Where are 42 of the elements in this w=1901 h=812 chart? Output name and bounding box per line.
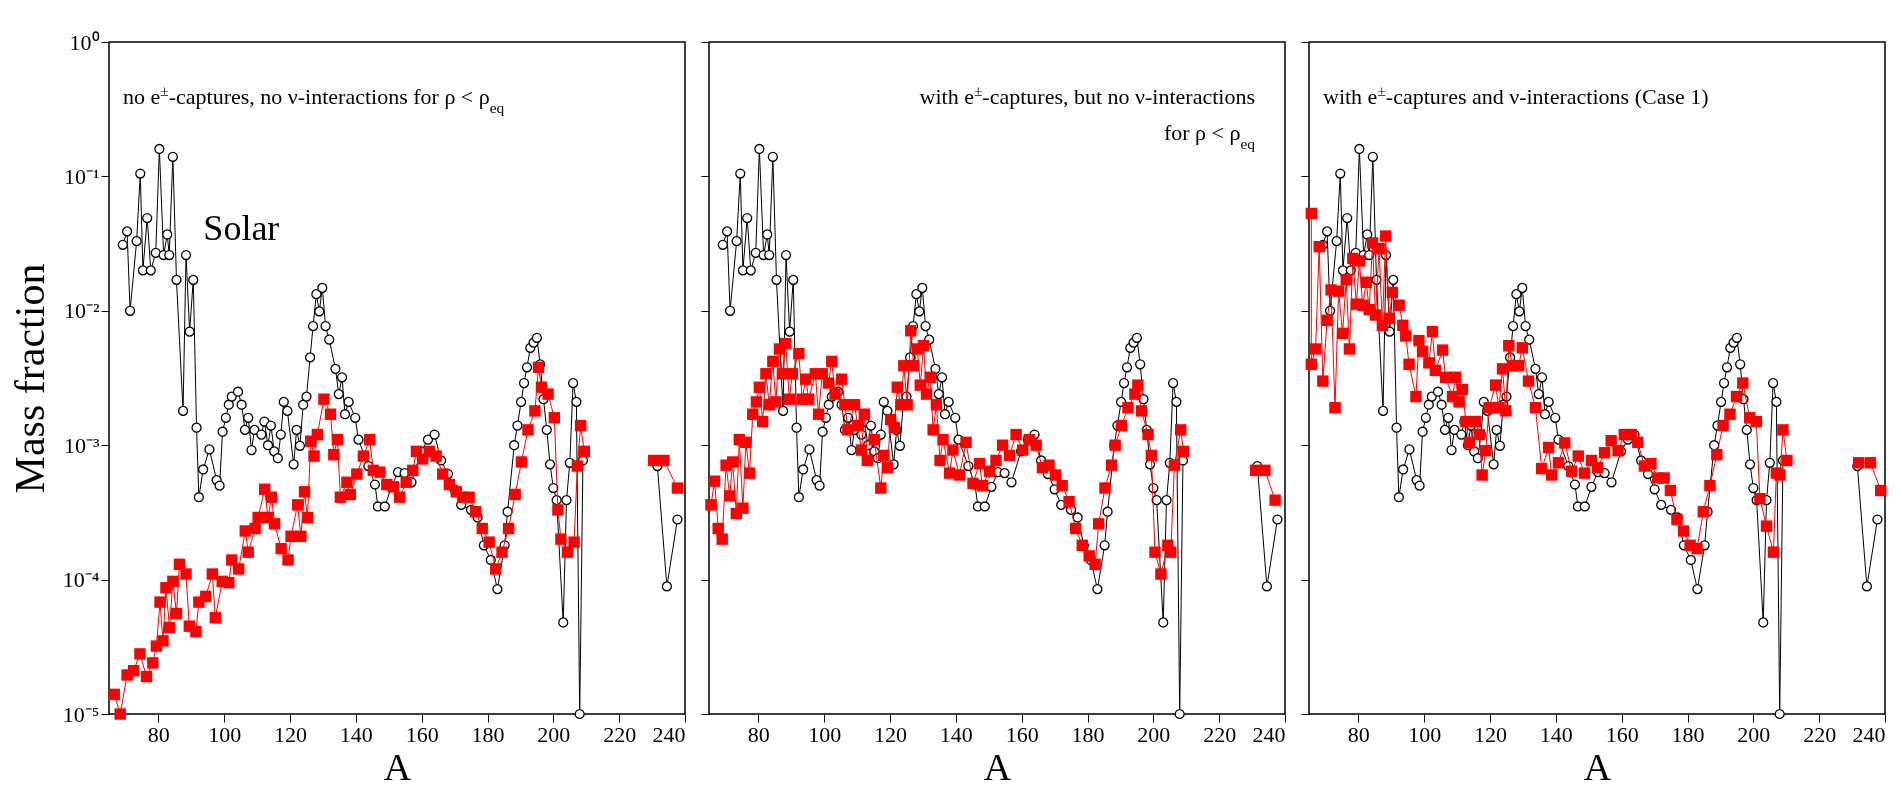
annotation: no e$^{±}$-captures, no ν-interactions for ρ < ρ$_{eq}$ xyxy=(123,81,505,116)
x-tick-label: 200 xyxy=(1737,721,1771,747)
y-tick-label: 10⁻³ xyxy=(63,432,100,458)
x-tick-label: 240 xyxy=(1852,721,1886,747)
x-tick-label: 80 xyxy=(747,721,770,747)
x-tick-label: 100 xyxy=(208,721,242,747)
x-tick-label: 120 xyxy=(874,721,908,747)
x-tick-label: 100 xyxy=(808,721,842,747)
x-tick-label: 140 xyxy=(339,721,373,747)
x-tick-label: 180 xyxy=(471,721,505,747)
y-tick-label: 10⁻² xyxy=(63,298,100,324)
x-tick-label: 220 xyxy=(603,721,637,747)
annotation: with e$^{±}$-captures and ν-interactions (Case 1) xyxy=(1323,81,1709,109)
x-tick-label: 160 xyxy=(1005,721,1039,747)
x-tick-label: 140 xyxy=(939,721,973,747)
x-tick-label: 80 xyxy=(147,721,170,747)
y-tick-label: 10⁰ xyxy=(69,29,100,55)
x-tick-label: 200 xyxy=(1137,721,1171,747)
x-tick-label: 120 xyxy=(1474,721,1508,747)
x-axis-title: A xyxy=(1583,745,1612,788)
x-tick-label: 240 xyxy=(652,721,686,747)
x-tick-label: 160 xyxy=(405,721,439,747)
annotation: for ρ < ρ$_{eq}$ xyxy=(1163,120,1256,152)
x-tick-label: 200 xyxy=(537,721,571,747)
annotation: with e$^{±}$-captures, but no ν-interactions xyxy=(919,81,1255,109)
x-tick-label: 80 xyxy=(1347,721,1370,747)
x-tick-label: 220 xyxy=(1203,721,1237,747)
y-axis-title: Mass fraction xyxy=(6,263,53,494)
x-tick-label: 160 xyxy=(1605,721,1639,747)
x-tick-label: 180 xyxy=(1671,721,1705,747)
x-axis-title: A xyxy=(983,745,1012,788)
series-label: Solar xyxy=(203,207,280,248)
x-axis-title: A xyxy=(383,745,412,788)
x-tick-label: 140 xyxy=(1539,721,1573,747)
x-tick-label: 220 xyxy=(1803,721,1837,747)
y-tick-label: 10⁻⁴ xyxy=(62,567,100,593)
x-tick-label: 240 xyxy=(1252,721,1286,747)
y-tick-label: 10⁻¹ xyxy=(63,163,100,189)
x-tick-label: 120 xyxy=(274,721,308,747)
x-tick-label: 100 xyxy=(1408,721,1442,747)
y-tick-label: 10⁻⁵ xyxy=(62,701,100,727)
x-tick-label: 180 xyxy=(1071,721,1105,747)
